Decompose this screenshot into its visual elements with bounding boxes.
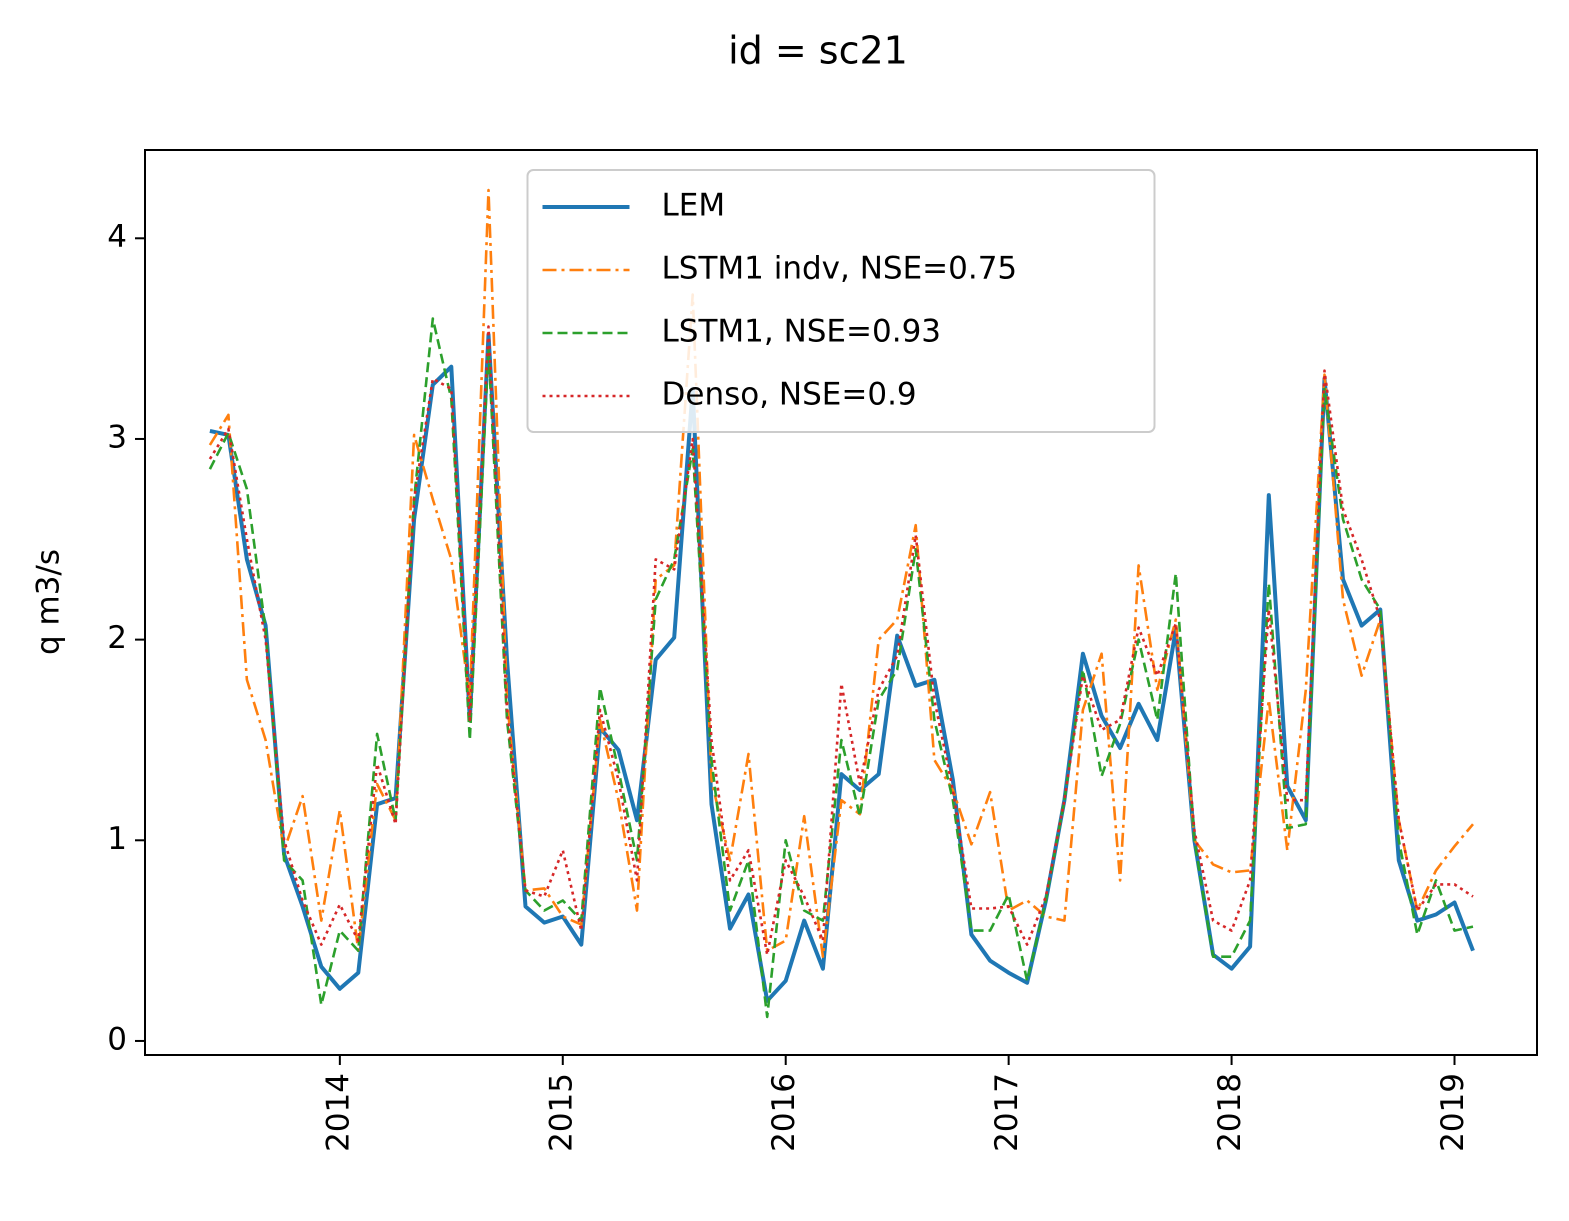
y-tick-label: 0 xyxy=(107,1021,127,1057)
y-axis-label: q m3/s xyxy=(31,549,67,655)
x-tick-label: 2014 xyxy=(320,1073,356,1152)
y-tick-label: 4 xyxy=(107,219,127,255)
series-line xyxy=(208,317,1474,1019)
series-line xyxy=(209,332,1475,1003)
y-tick-label: 2 xyxy=(107,620,127,656)
y-tick-label: 1 xyxy=(107,821,127,857)
chart-title: id = sc21 xyxy=(728,29,908,73)
legend-label: Denso, NSE=0.9 xyxy=(662,377,917,413)
series-line xyxy=(208,188,1474,958)
x-tick-label: 2019 xyxy=(1435,1073,1471,1152)
x-tick-label: 2017 xyxy=(989,1073,1025,1152)
plot-frame xyxy=(144,149,1538,1056)
legend-label: LSTM1, NSE=0.93 xyxy=(662,314,942,350)
x-tick-label: 2016 xyxy=(766,1073,802,1152)
series-line xyxy=(208,325,1474,956)
legend-label: LSTM1 indv, NSE=0.75 xyxy=(662,251,1018,287)
y-tick-label: 3 xyxy=(107,419,127,455)
legend-box xyxy=(526,169,1156,433)
x-tick-label: 2015 xyxy=(543,1073,579,1152)
legend-label: LEM xyxy=(662,188,726,224)
x-tick-label: 2018 xyxy=(1212,1073,1248,1152)
